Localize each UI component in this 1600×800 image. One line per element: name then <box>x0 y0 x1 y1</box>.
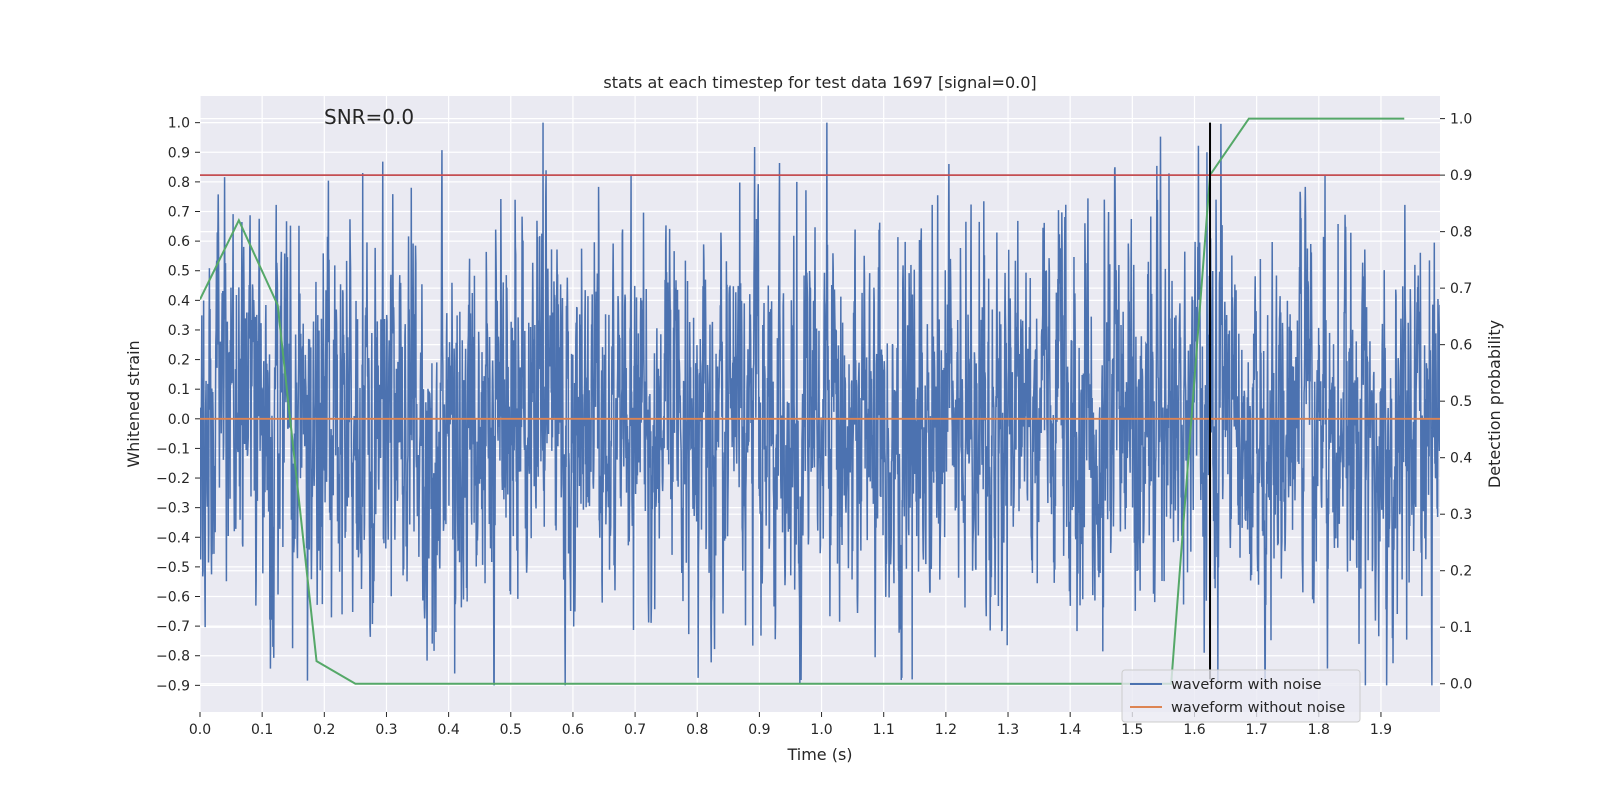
y-right-tick-label: 0.2 <box>1450 564 1472 580</box>
x-tick-label: 1.9 <box>1370 722 1392 738</box>
y-left-tick-label: 0.1 <box>168 382 190 398</box>
y-right-tick-label: 0.7 <box>1450 281 1472 297</box>
y-right-tick-label: 0.9 <box>1450 168 1472 184</box>
y-right-tick-label: 0.6 <box>1450 338 1472 354</box>
y-right-tick-label: 1.0 <box>1450 112 1472 128</box>
y-left-tick-label: 0.7 <box>168 205 190 221</box>
series-waveform-with-noise <box>200 122 1440 687</box>
x-axis-ticks: 0.0 0.1 0.2 0.3 0.4 0.5 0.6 0.7 0.8 0.9 1.0 1.1 1.2 1… <box>189 712 1392 738</box>
y-left-tick-label: −0.9 <box>156 678 190 694</box>
line-waveform-with-noise <box>200 122 1440 687</box>
x-tick-label: 1.0 <box>810 722 832 738</box>
x-tick-label: 0.5 <box>500 722 522 738</box>
legend-label-waveform-with-noise: waveform with noise <box>1171 677 1322 693</box>
line-detection-probability <box>200 117 1405 685</box>
x-tick-label: 1.5 <box>1121 722 1143 738</box>
legend-box <box>1121 669 1361 723</box>
x-tick-label: 1.2 <box>935 722 957 738</box>
snr-annotation: SNR=0.0 <box>324 105 414 129</box>
x-tick-label: 1.3 <box>997 722 1019 738</box>
y-right-tick-label: 0.8 <box>1450 225 1472 241</box>
x-tick-label: 0.8 <box>686 722 708 738</box>
y-left-tick-label: 0.6 <box>168 234 190 250</box>
y-left-tick-label: −0.6 <box>156 590 190 606</box>
y-axis-left-ticks: −0.9 −0.8 −0.7 −0.6 −0.5 −0.4 −0.3 −0.2 −0.1 0.0 0… <box>156 116 200 694</box>
y-left-tick-label: 0.8 <box>168 175 190 191</box>
y-left-tick-label: 0.5 <box>168 264 190 280</box>
x-tick-label: 0.9 <box>748 722 770 738</box>
y-left-tick-label: 0.0 <box>168 412 190 428</box>
x-tick-label: 0.1 <box>251 722 273 738</box>
y-right-tick-label: 0.1 <box>1450 620 1472 636</box>
x-tick-label: 0.7 <box>624 722 646 738</box>
x-tick-label: 0.3 <box>375 722 397 738</box>
x-axis-label: Time (s) <box>786 745 852 764</box>
y-left-tick-label: −0.8 <box>156 649 190 665</box>
x-tick-label: 1.7 <box>1246 722 1268 738</box>
y-left-tick-label: −0.3 <box>156 501 190 517</box>
x-tick-label: 0.2 <box>313 722 335 738</box>
y-right-tick-label: 0.0 <box>1450 677 1472 693</box>
chart-title: stats at each timestep for test data 169… <box>603 73 1036 92</box>
y-left-tick-label: 1.0 <box>168 116 190 132</box>
y-left-tick-label: −0.7 <box>156 619 190 635</box>
y-left-tick-label: −0.1 <box>156 441 190 457</box>
y-left-tick-label: 0.2 <box>168 353 190 369</box>
x-tick-label: 0.0 <box>189 722 211 738</box>
y-left-tick-label: 0.3 <box>168 323 190 339</box>
y-right-tick-label: 0.4 <box>1450 451 1472 467</box>
series-detection-probability <box>200 117 1405 685</box>
y-axis-left-label: Whitened strain <box>124 340 143 467</box>
y-right-tick-label: 0.3 <box>1450 507 1472 523</box>
legend-label-waveform-without-noise: waveform without noise <box>1171 700 1345 716</box>
y-axis-right-label: Detection probability <box>1485 320 1504 488</box>
y-left-tick-label: −0.2 <box>156 471 190 487</box>
y-left-tick-label: −0.4 <box>156 530 190 546</box>
x-tick-label: 1.1 <box>873 722 895 738</box>
x-tick-label: 0.4 <box>437 722 459 738</box>
x-tick-label: 1.6 <box>1183 722 1205 738</box>
x-tick-label: 0.6 <box>562 722 584 738</box>
x-tick-label: 1.8 <box>1308 722 1330 738</box>
legend: waveform with noise waveform without noi… <box>1121 669 1361 723</box>
y-left-tick-label: −0.5 <box>156 560 190 576</box>
y-right-tick-label: 0.5 <box>1450 394 1472 410</box>
y-left-tick-label: 0.9 <box>168 145 190 161</box>
y-left-tick-label: 0.4 <box>168 293 190 309</box>
x-tick-label: 1.4 <box>1059 722 1081 738</box>
y-axis-right-ticks: 0.0 0.1 0.2 0.3 0.4 0.5 0.6 0.7 0.8 0.9 1.0 <box>1440 112 1472 693</box>
